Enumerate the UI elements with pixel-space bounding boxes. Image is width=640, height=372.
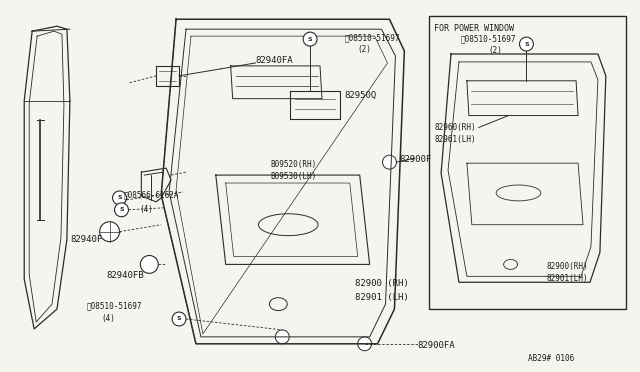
- Text: (2): (2): [358, 45, 372, 54]
- Text: B09530(LH): B09530(LH): [270, 172, 317, 181]
- Circle shape: [140, 256, 158, 273]
- Text: 82940F: 82940F: [70, 235, 102, 244]
- Text: S: S: [119, 207, 124, 212]
- Text: 82940FB: 82940FB: [107, 271, 144, 280]
- Text: 82900 (RH): 82900 (RH): [355, 279, 408, 288]
- Circle shape: [358, 337, 372, 351]
- Text: 82900FA: 82900FA: [417, 341, 455, 350]
- Text: 82900F: 82900F: [399, 155, 431, 164]
- Text: Ⓢ08510-51697: Ⓢ08510-51697: [345, 33, 400, 42]
- Text: Ⓢ08510-51697: Ⓢ08510-51697: [87, 301, 142, 310]
- Text: 82960(RH): 82960(RH): [434, 124, 476, 132]
- Text: S: S: [177, 317, 181, 321]
- Bar: [429, 16, 626, 309]
- Circle shape: [275, 330, 289, 344]
- Circle shape: [303, 32, 317, 46]
- Text: (4): (4): [102, 314, 115, 323]
- Text: Ⓢ08510-51697: Ⓢ08510-51697: [461, 34, 516, 43]
- Text: S: S: [524, 42, 529, 46]
- Text: S: S: [117, 195, 122, 201]
- Text: AB29# 0106: AB29# 0106: [529, 354, 575, 363]
- Circle shape: [100, 222, 120, 241]
- Text: 82940FA: 82940FA: [255, 56, 293, 65]
- Text: 82950Q: 82950Q: [345, 91, 377, 100]
- Text: (4): (4): [140, 205, 153, 214]
- Text: 82901 (LH): 82901 (LH): [355, 293, 408, 302]
- Circle shape: [172, 312, 186, 326]
- Circle shape: [383, 155, 396, 169]
- Text: Ⓢ08566-6162A: Ⓢ08566-6162A: [124, 190, 179, 199]
- Circle shape: [115, 203, 129, 217]
- Text: (2): (2): [489, 46, 502, 55]
- Text: 82961(LH): 82961(LH): [434, 135, 476, 144]
- Circle shape: [520, 37, 533, 51]
- Circle shape: [113, 191, 127, 205]
- Text: S: S: [308, 36, 312, 42]
- Text: FOR POWER WINDOW: FOR POWER WINDOW: [434, 24, 514, 33]
- Text: 82900(RH): 82900(RH): [547, 262, 588, 272]
- Text: B09520(RH): B09520(RH): [270, 160, 317, 169]
- Text: 82901(LH): 82901(LH): [547, 274, 588, 283]
